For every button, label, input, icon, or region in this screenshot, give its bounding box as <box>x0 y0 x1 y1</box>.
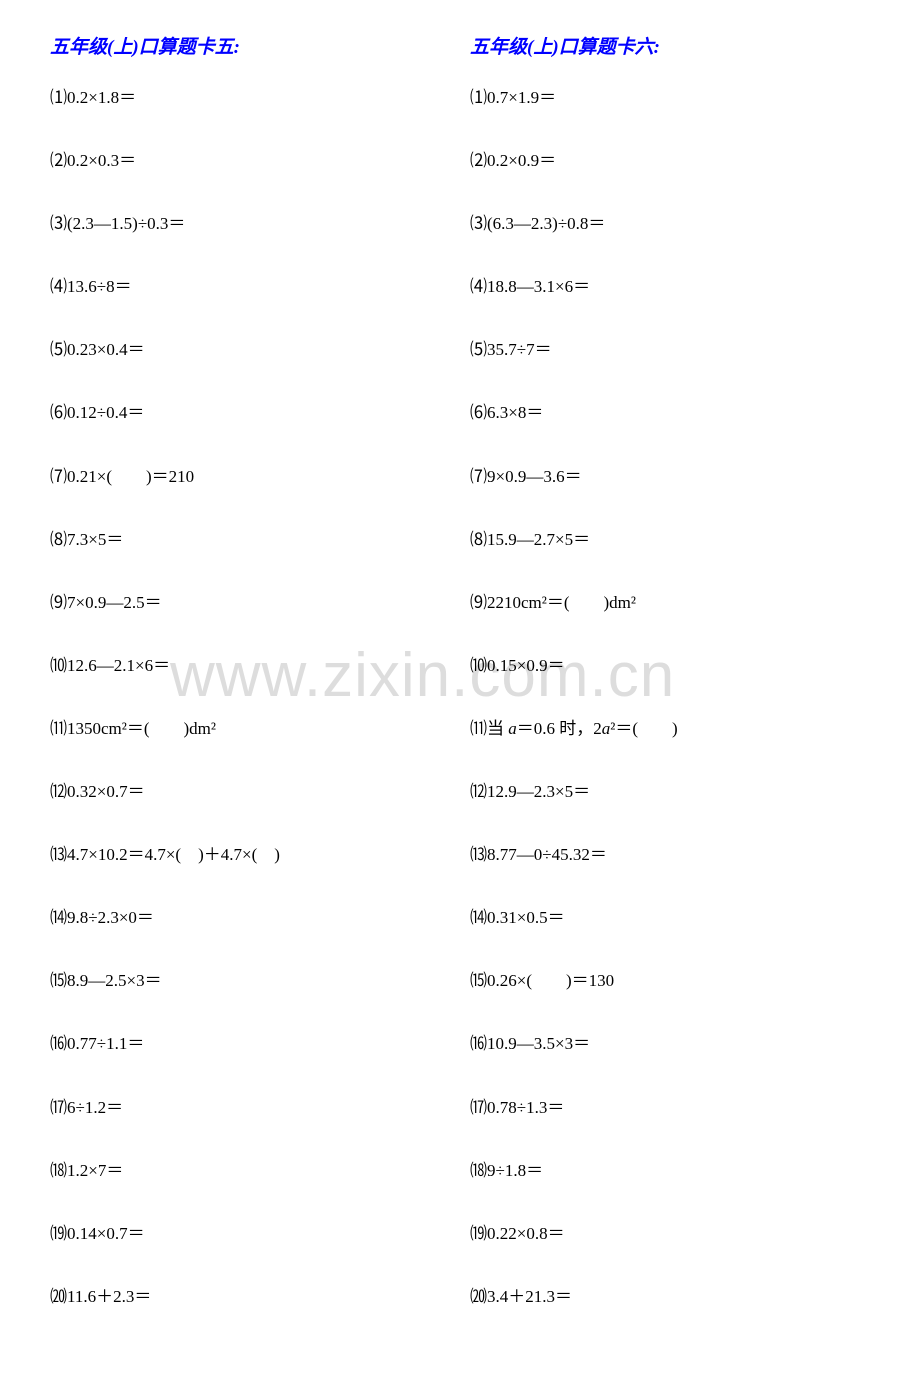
problem-item: ⑴0.7×1.9＝ <box>470 87 870 109</box>
problem-item: ⒃0.77÷1.1＝ <box>50 1033 450 1055</box>
problem-item: ⑿12.9—2.3×5＝ <box>470 781 870 803</box>
problem-item: ⑽12.6—2.1×6＝ <box>50 655 450 677</box>
problem-item: ⑻15.9—2.7×5＝ <box>470 529 870 551</box>
problem-item: ⑺9×0.9—3.6＝ <box>470 466 870 488</box>
problem-text: ⑾当 a＝0.6 时，2a²＝( ) <box>470 719 678 738</box>
problem-item: ⒇3.4＋21.3＝ <box>470 1286 870 1308</box>
problem-item: ⒂8.9—2.5×3＝ <box>50 970 450 992</box>
problem-item: ⒀8.77—0÷45.32＝ <box>470 844 870 866</box>
problem-item: ⑼2210cm²＝( )dm² <box>470 592 870 614</box>
problem-item: ⒅1.2×7＝ <box>50 1160 450 1182</box>
problem-item: ⒇11.6＋2.3＝ <box>50 1286 450 1308</box>
problem-item: ⒃10.9—3.5×3＝ <box>470 1033 870 1055</box>
problem-item: ⑸35.7÷7＝ <box>470 339 870 361</box>
problem-item: ⑼7×0.9—2.5＝ <box>50 592 450 614</box>
problem-item: ⒆0.22×0.8＝ <box>470 1223 870 1245</box>
problem-item: ⑸0.23×0.4＝ <box>50 339 450 361</box>
problem-item: ⑵0.2×0.9＝ <box>470 150 870 172</box>
problem-item: ⒄6÷1.2＝ <box>50 1097 450 1119</box>
right-column: 五年级(上)口算题卡六: ⑴0.7×1.9＝ ⑵0.2×0.9＝ ⑶(6.3—2… <box>470 32 870 1349</box>
right-title: 五年级(上)口算题卡六: <box>470 32 870 59</box>
problem-item: ⑾当 a＝0.6 时，2a²＝( ) <box>470 718 870 740</box>
main-container: 五年级(上)口算题卡五: ⑴0.2×1.8＝ ⑵0.2×0.3＝ ⑶(2.3—1… <box>0 0 920 1381</box>
problem-item: ⒂0.26×( )＝130 <box>470 970 870 992</box>
problem-item: ⒆0.14×0.7＝ <box>50 1223 450 1245</box>
problem-item: ⑶(6.3—2.3)÷0.8＝ <box>470 213 870 235</box>
problem-item: ⑿0.32×0.7＝ <box>50 781 450 803</box>
problem-item: ⑹6.3×8＝ <box>470 402 870 424</box>
problem-item: ⑷13.6÷8＝ <box>50 276 450 298</box>
problem-item: ⑴0.2×1.8＝ <box>50 87 450 109</box>
problem-item: ⒀4.7×10.2＝4.7×( )＋4.7×( ) <box>50 844 450 866</box>
problem-item: ⑷18.8—3.1×6＝ <box>470 276 870 298</box>
problem-item: ⒁9.8÷2.3×0＝ <box>50 907 450 929</box>
problem-item: ⒄0.78÷1.3＝ <box>470 1097 870 1119</box>
problem-item: ⑹0.12÷0.4＝ <box>50 402 450 424</box>
problem-item: ⑾1350cm²＝( )dm² <box>50 718 450 740</box>
left-column: 五年级(上)口算题卡五: ⑴0.2×1.8＝ ⑵0.2×0.3＝ ⑶(2.3—1… <box>50 32 470 1349</box>
problem-item: ⑻7.3×5＝ <box>50 529 450 551</box>
problem-item: ⑽0.15×0.9＝ <box>470 655 870 677</box>
left-title: 五年级(上)口算题卡五: <box>50 32 450 59</box>
problem-item: ⑵0.2×0.3＝ <box>50 150 450 172</box>
problem-item: ⒅9÷1.8＝ <box>470 1160 870 1182</box>
problem-item: ⒁0.31×0.5＝ <box>470 907 870 929</box>
problem-item: ⑺0.21×( )＝210 <box>50 466 450 488</box>
problem-item: ⑶(2.3—1.5)÷0.3＝ <box>50 213 450 235</box>
